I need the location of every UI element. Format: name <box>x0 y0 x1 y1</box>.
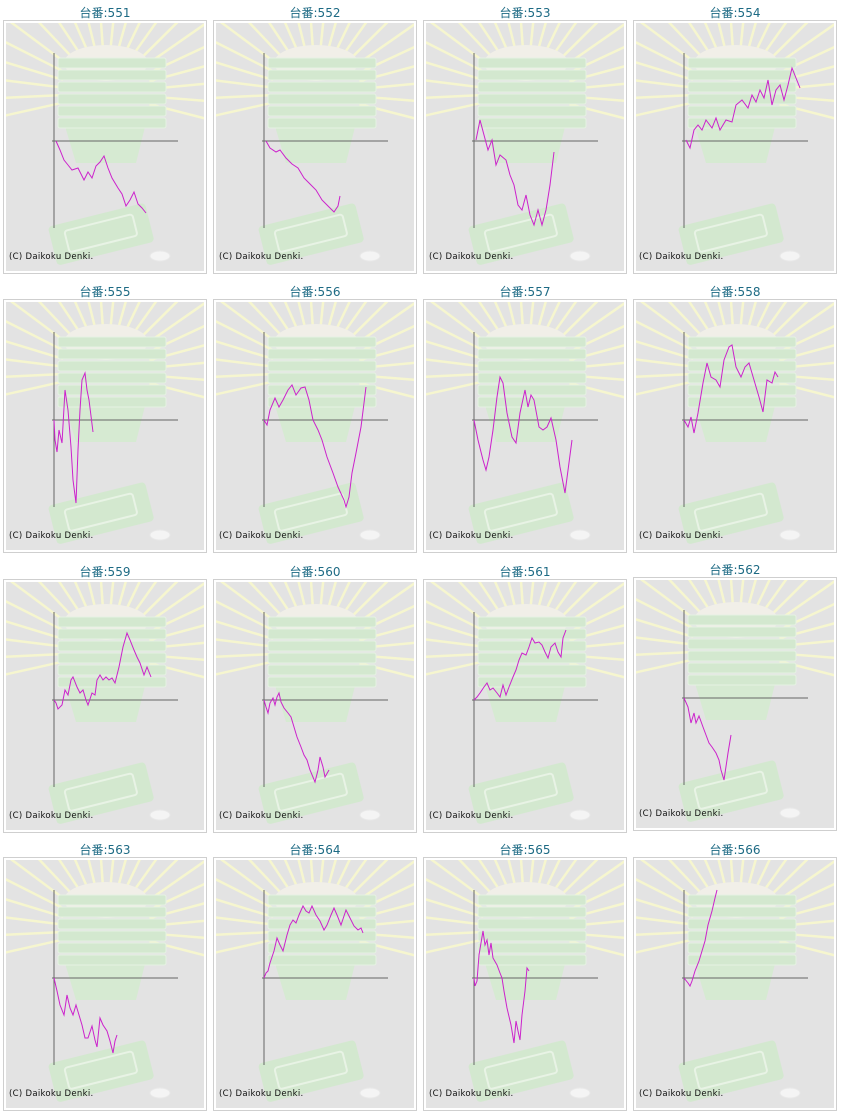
copyright-text: (C) Daikoku Denki. <box>639 531 724 541</box>
background-illustration <box>6 23 204 265</box>
copyright-text: (C) Daikoku Denki. <box>429 811 514 821</box>
background-illustration <box>6 302 204 544</box>
background-illustration <box>636 860 834 1102</box>
payout-series-line <box>685 66 801 150</box>
chart-panel: (C) Daikoku Denki. <box>423 857 627 1111</box>
payout-series-line <box>473 375 573 494</box>
machine-number-title[interactable]: 台番:555 <box>79 285 131 299</box>
chart-panel: (C) Daikoku Denki. <box>633 857 837 1111</box>
payout-series-line <box>473 629 567 701</box>
machine-number-title[interactable]: 台番:561 <box>499 565 551 579</box>
copyright-text: (C) Daikoku Denki. <box>9 531 94 541</box>
chart-panel: (C) Daikoku Denki. <box>3 857 207 1111</box>
payout-series-line <box>475 119 555 227</box>
copyright-text: (C) Daikoku Denki. <box>639 1089 724 1099</box>
background-illustration <box>636 302 834 544</box>
background-illustration <box>216 23 414 265</box>
copyright-text: (C) Daikoku Denki. <box>219 252 304 262</box>
machine-number-title[interactable]: 台番:551 <box>79 6 131 20</box>
background-illustration <box>636 23 834 265</box>
payout-series-line <box>53 977 118 1054</box>
copyright-text: (C) Daikoku Denki. <box>429 252 514 262</box>
machine-number-title[interactable]: 台番:565 <box>499 843 551 857</box>
copyright-text: (C) Daikoku Denki. <box>219 811 304 821</box>
background-illustration <box>216 582 414 824</box>
chart-panel: (C) Daikoku Denki. <box>213 299 417 553</box>
machine-number-title[interactable]: 台番:562 <box>709 563 761 577</box>
payout-series-line <box>473 930 530 1044</box>
payout-series-line <box>55 140 147 214</box>
copyright-text: (C) Daikoku Denki. <box>219 531 304 541</box>
background-illustration <box>426 582 624 824</box>
chart-panel: (C) Daikoku Denki. <box>423 299 627 553</box>
copyright-text: (C) Daikoku Denki. <box>9 1089 94 1099</box>
chart-panel: (C) Daikoku Denki. <box>423 20 627 274</box>
chart-panel: (C) Daikoku Denki. <box>3 579 207 833</box>
machine-number-title[interactable]: 台番:556 <box>289 285 341 299</box>
chart-panel: (C) Daikoku Denki. <box>423 579 627 833</box>
machine-number-title[interactable]: 台番:559 <box>79 565 131 579</box>
background-illustration <box>216 302 414 544</box>
payout-series-line <box>53 631 152 710</box>
payout-series-line <box>265 140 341 213</box>
payout-series-line <box>263 904 364 979</box>
payout-series-line <box>263 384 367 509</box>
payout-series-line <box>683 889 718 988</box>
machine-number-title[interactable]: 台番:558 <box>709 285 761 299</box>
payout-series-line <box>263 691 330 784</box>
machine-number-title[interactable]: 台番:552 <box>289 6 341 20</box>
background-illustration <box>216 860 414 1102</box>
machine-number-title[interactable]: 台番:563 <box>79 843 131 857</box>
chart-panel: (C) Daikoku Denki. <box>633 20 837 274</box>
background-illustration <box>426 302 624 544</box>
chart-panel: (C) Daikoku Denki. <box>3 20 207 274</box>
payout-series-line <box>683 344 779 434</box>
chart-panel: (C) Daikoku Denki. <box>633 299 837 553</box>
chart-panel: (C) Daikoku Denki. <box>213 857 417 1111</box>
background-illustration <box>426 23 624 265</box>
chart-panel: (C) Daikoku Denki. <box>3 299 207 553</box>
machine-number-title[interactable]: 台番:553 <box>499 6 551 20</box>
background-illustration <box>636 580 834 822</box>
machine-number-title[interactable]: 台番:564 <box>289 843 341 857</box>
copyright-text: (C) Daikoku Denki. <box>429 1089 514 1099</box>
copyright-text: (C) Daikoku Denki. <box>9 811 94 821</box>
copyright-text: (C) Daikoku Denki. <box>639 252 724 262</box>
payout-series-line <box>683 697 732 781</box>
machine-number-title[interactable]: 台番:557 <box>499 285 551 299</box>
machine-number-title[interactable]: 台番:554 <box>709 6 761 20</box>
machine-number-title[interactable]: 台番:560 <box>289 565 341 579</box>
payout-series-line <box>53 371 94 504</box>
copyright-text: (C) Daikoku Denki. <box>219 1089 304 1099</box>
copyright-text: (C) Daikoku Denki. <box>9 252 94 262</box>
chart-panel: (C) Daikoku Denki. <box>633 577 837 831</box>
copyright-text: (C) Daikoku Denki. <box>429 531 514 541</box>
machine-number-title[interactable]: 台番:566 <box>709 843 761 857</box>
background-illustration <box>426 860 624 1102</box>
chart-panel: (C) Daikoku Denki. <box>213 20 417 274</box>
copyright-text: (C) Daikoku Denki. <box>639 809 724 819</box>
chart-panel: (C) Daikoku Denki. <box>213 579 417 833</box>
background-illustration <box>6 582 204 824</box>
background-illustration <box>6 860 204 1102</box>
